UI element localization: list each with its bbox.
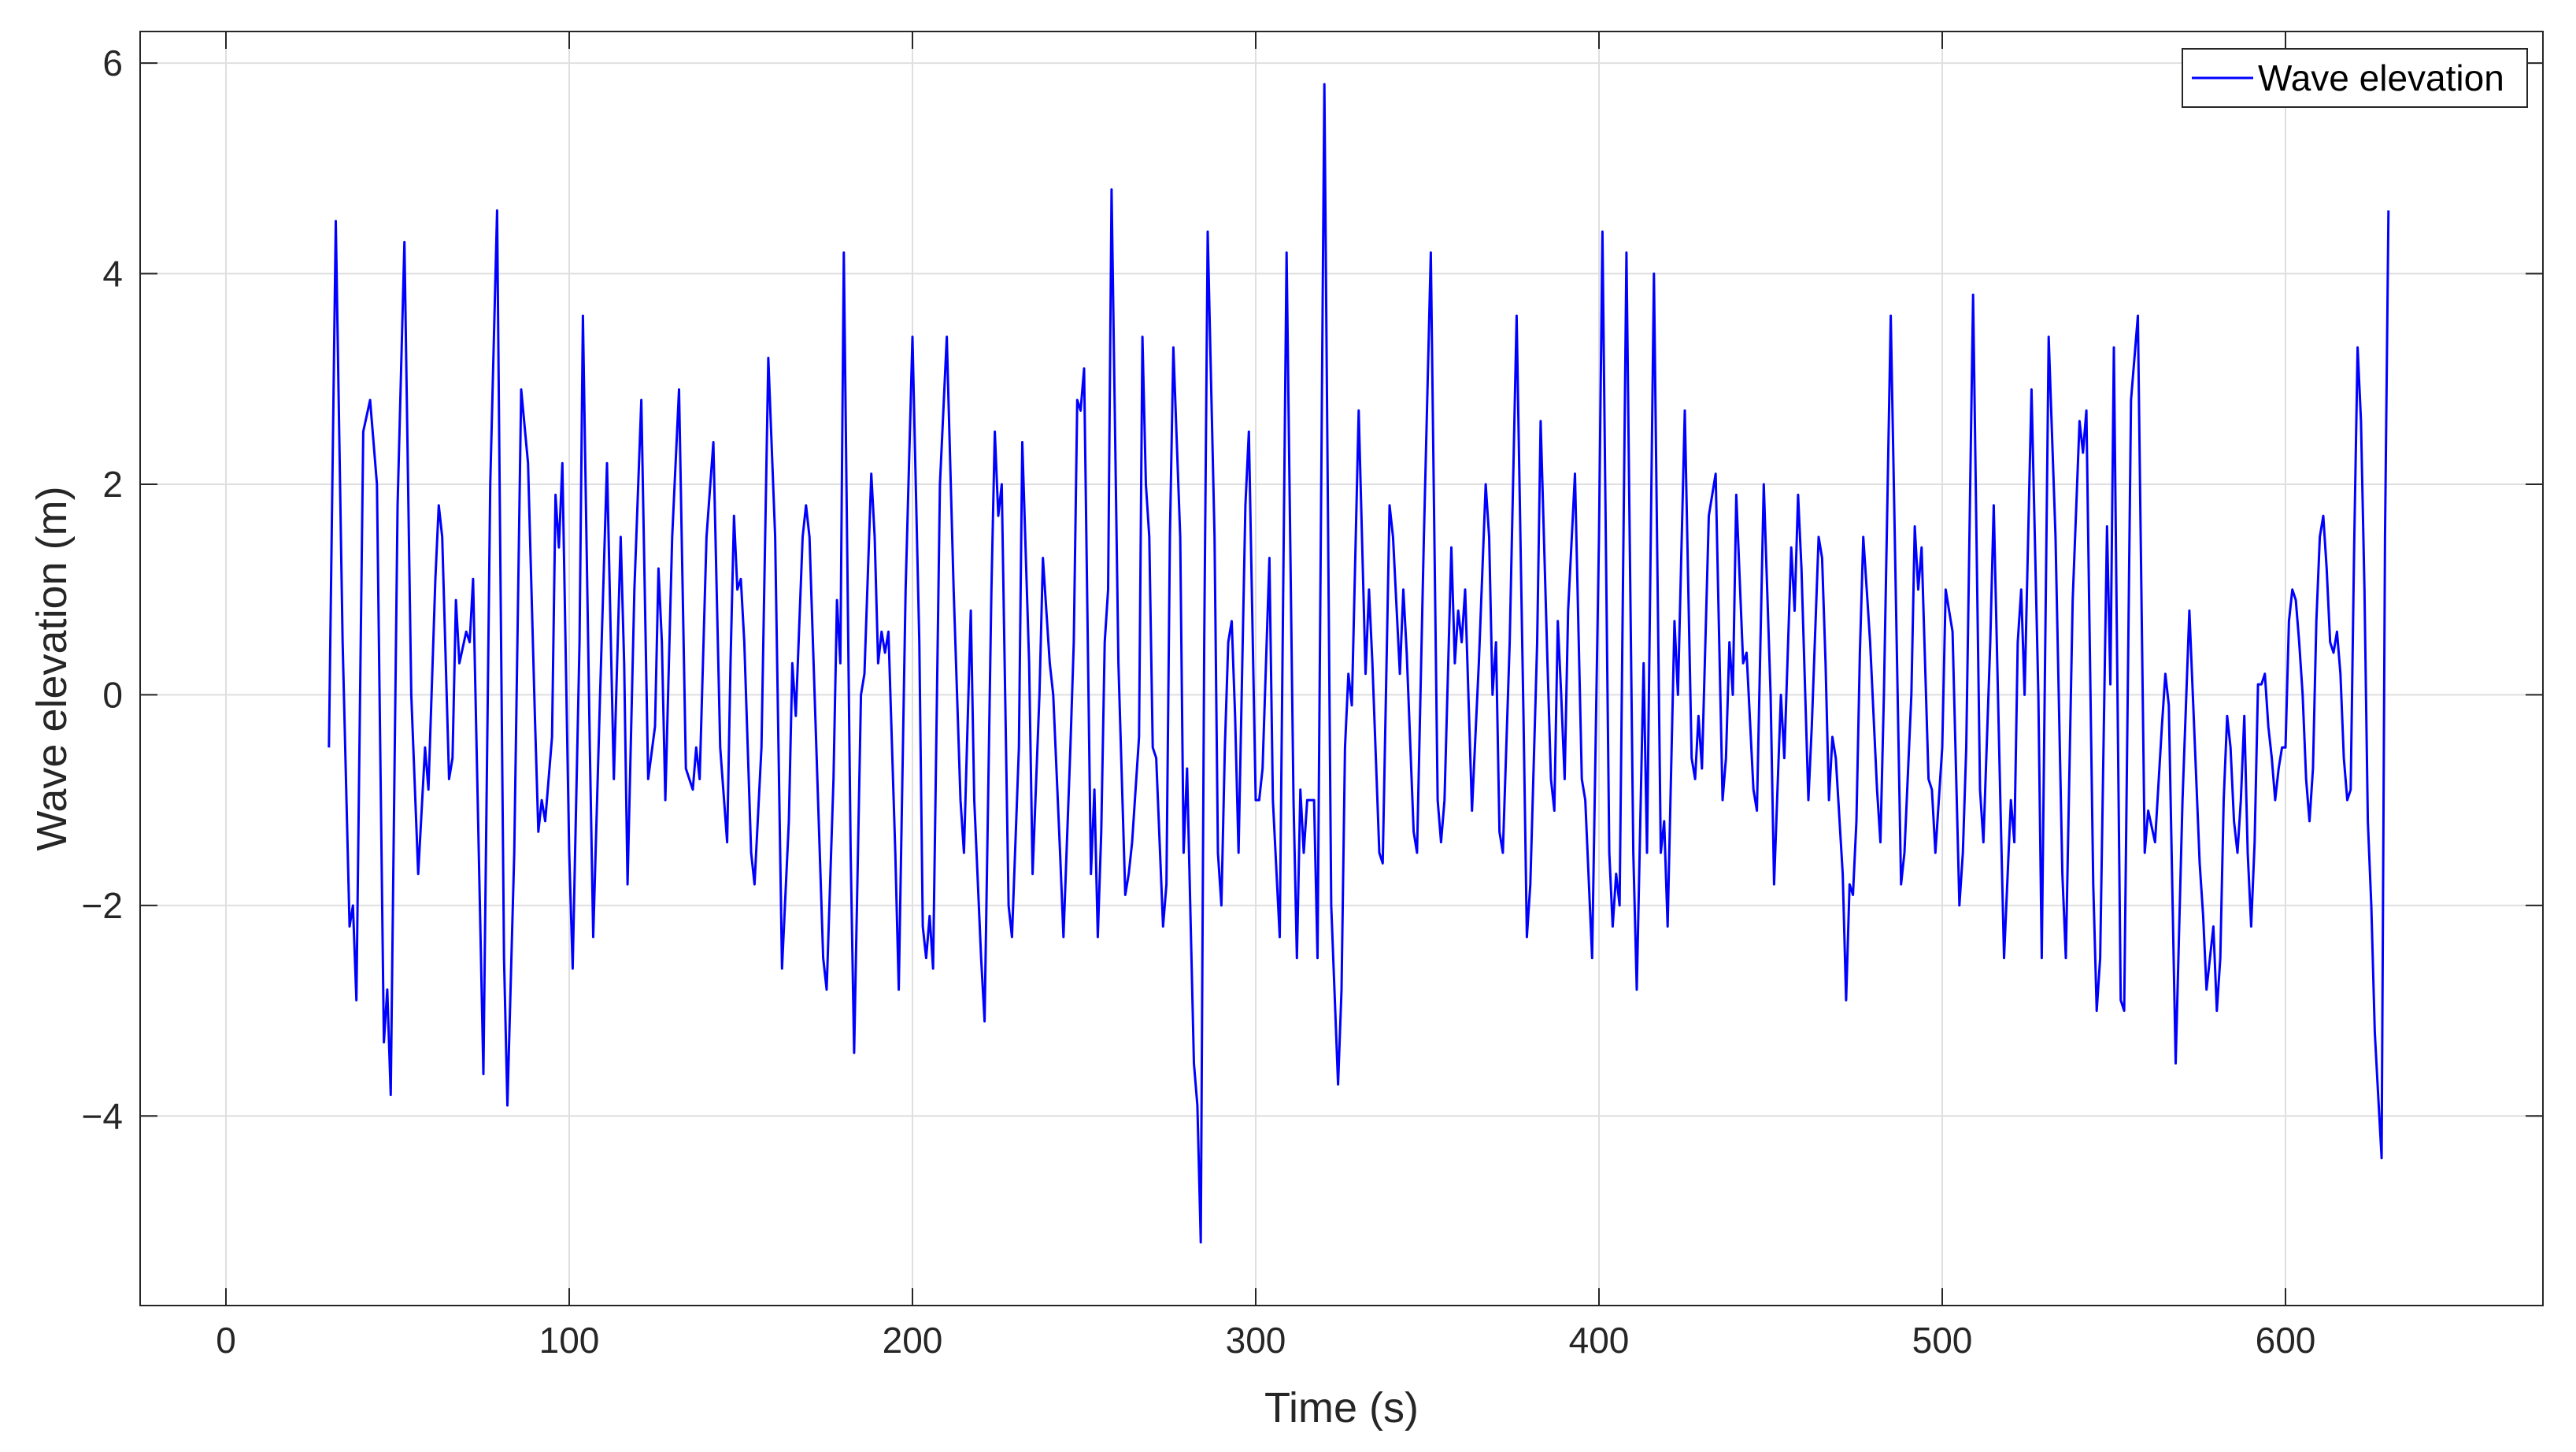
y-tick-label: 0 [102,674,123,715]
grid-lines [140,31,2543,1306]
series-line-wave-elevation [328,83,2390,1244]
y-tick-label: 4 [102,254,123,294]
x-tick-label: 600 [2256,1320,2316,1361]
x-tick-label: 200 [883,1320,943,1361]
x-tick-label: 400 [1569,1320,1630,1361]
axis-ticks: 0 100 200 300 400 500 600 −4 −2 0 2 4 6 [82,31,2543,1361]
x-tick-label: 300 [1226,1320,1286,1361]
y-tick-label: −4 [82,1095,123,1136]
y-tick-label: −2 [82,885,123,926]
x-tick-label: 100 [539,1320,600,1361]
legend: Wave elevation [2182,48,2528,108]
y-axis-title: Wave elevation (m) [28,486,76,850]
series-layer [328,83,2390,1244]
plot-frame [139,31,2544,1306]
x-tick-label: 0 [216,1320,236,1361]
legend-label: Wave elevation [2258,57,2504,98]
x-axis-title: Time (s) [1264,1384,1419,1432]
y-tick-label: 6 [102,43,123,83]
y-tick-label: 2 [102,464,123,505]
x-tick-label: 500 [1912,1320,1973,1361]
